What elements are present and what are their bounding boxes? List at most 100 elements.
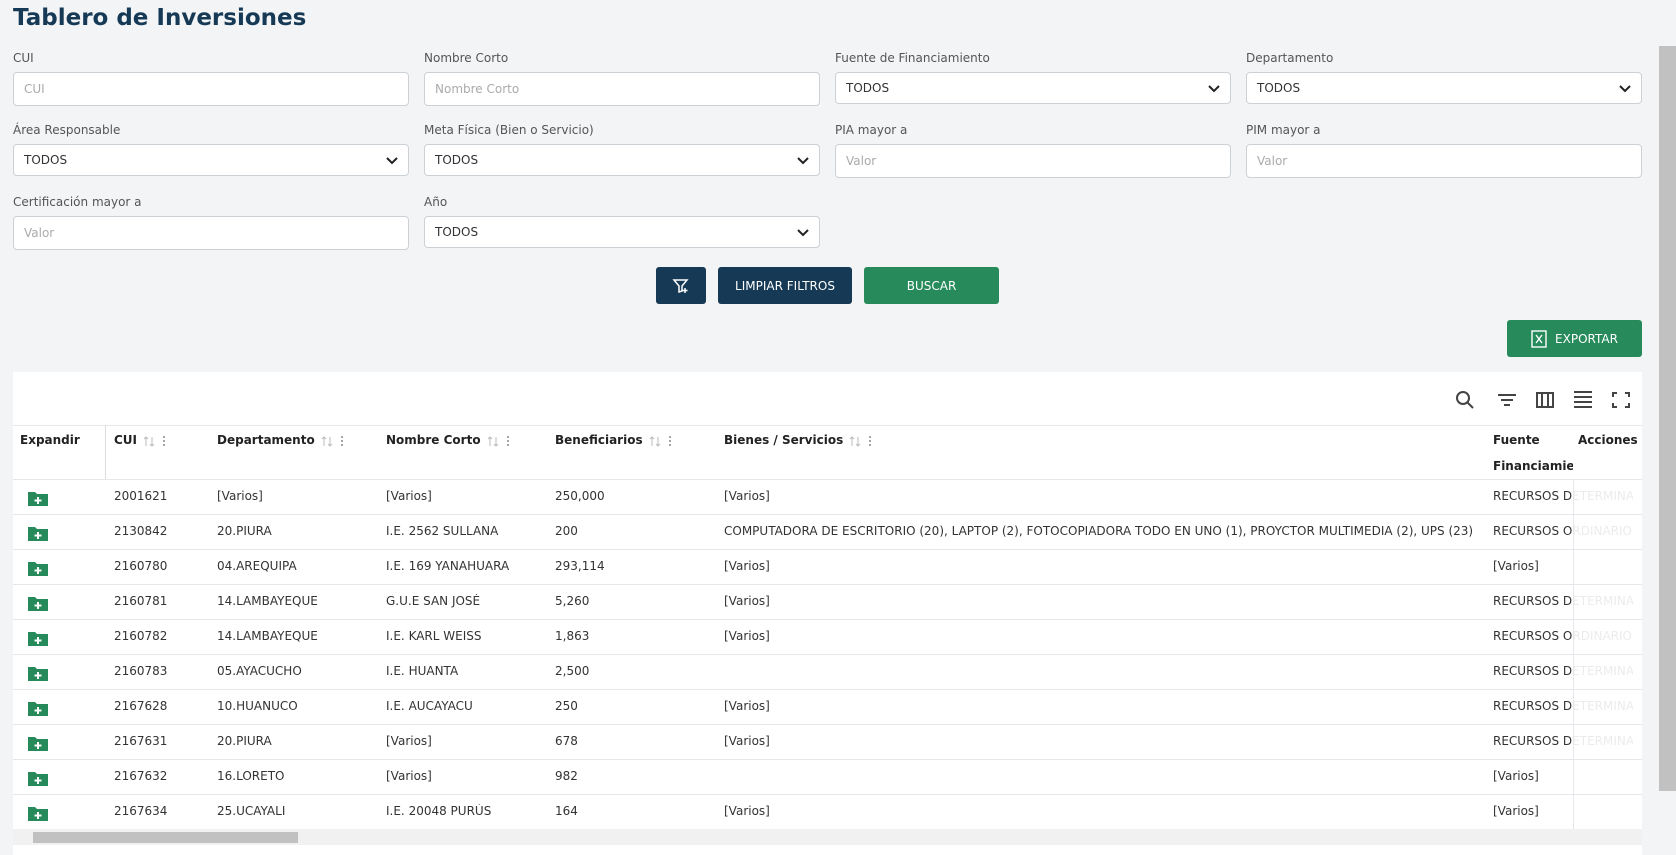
expand-button[interactable] [27,804,49,822]
actions-cell [1573,725,1642,759]
folder-plus-icon [28,562,48,576]
cell: [Varios] [724,629,770,643]
expand-button[interactable] [27,664,49,682]
expand-button[interactable] [27,629,49,647]
row-divider [13,724,1642,725]
cell: [Varios] [386,734,432,748]
folder-plus-icon [28,632,48,646]
text-input[interactable]: Valor [835,144,1231,178]
expand-button[interactable] [27,699,49,717]
h-scrollbar[interactable] [13,829,1642,845]
filter-button[interactable] [656,267,706,304]
cell: [Varios] [724,489,770,503]
chevron [1208,85,1220,93]
actions-cell [1573,515,1642,549]
expand-button[interactable] [27,594,49,612]
filter-label: CUI [13,51,34,65]
folder-plus-icon [28,772,48,786]
cell: [Varios] [724,734,770,748]
actions-cell [1573,795,1642,829]
header-text: Beneficiarios [555,433,643,447]
cell: 2160782 [114,629,168,643]
text-input[interactable]: Valor [13,216,409,250]
cell: 25.UCAYALI [217,804,286,818]
cell: G.U.E SAN JOSÉ [386,594,481,608]
sort-icons[interactable] [849,435,873,447]
actions-cell [1573,655,1642,689]
cell: 250 [555,699,578,713]
excel-icon [1531,329,1547,348]
header-text: Fuente Financiamiento [1493,433,1573,473]
cell: 5,260 [555,594,590,608]
sort-icons[interactable] [321,435,345,447]
table-card: Expandir CUI Departamento Nombre Corto Benef… [13,372,1642,855]
filter-label: PIM mayor a [1246,123,1321,137]
actions-cell [1573,760,1642,794]
select[interactable]: TODOS [835,72,1231,104]
v-scrollbar[interactable] [1659,46,1676,791]
cell: 678 [555,734,578,748]
chevron [1619,85,1631,93]
select-value: TODOS [435,153,479,167]
cell: 2160783 [114,664,168,678]
cell: I.E. HUANTA [386,664,459,678]
expand-button[interactable] [27,524,49,542]
chevron [386,157,398,165]
column-header: Acciones [1573,427,1642,479]
row-divider [13,514,1642,515]
cell: 20.PIURA [217,734,272,748]
text-input[interactable]: Nombre Corto [424,72,820,106]
sort-icons[interactable] [143,435,167,447]
column-header: Expandir [20,427,100,453]
clear-button[interactable]: LIMPIAR FILTROS [718,267,852,304]
cell: I.E. 20048 PURÚS [386,804,492,818]
placeholder: Nombre Corto [435,82,520,96]
row-divider [13,794,1642,795]
expand-button[interactable] [27,734,49,752]
column-header: CUI [114,427,204,453]
expand-button[interactable] [27,489,49,507]
row-divider [13,619,1642,620]
cell: COMPUTADORA DE ESCRITORIO (20), LAPTOP (… [724,524,1474,538]
filter-label: Meta Física (Bien o Servicio) [424,123,594,137]
search-button[interactable]: BUSCAR [864,267,999,304]
cell: 04.AREQUIPA [217,559,297,573]
scroll-thumb[interactable] [33,832,298,843]
select[interactable]: TODOS [424,144,820,176]
filter-label: Año [424,195,448,209]
text-input[interactable]: Valor [1246,144,1642,178]
sort-icons[interactable] [487,435,511,447]
select[interactable]: TODOS [424,216,820,248]
header-text: Acciones [1578,433,1638,447]
filter-label: Fuente de Financiamiento [835,51,990,65]
row-divider [13,654,1642,655]
chevron [797,157,809,165]
text-input[interactable]: CUI [13,72,409,106]
actions-cell [1573,690,1642,724]
cell: [Varios] [724,594,770,608]
select-value: TODOS [1257,81,1301,95]
cell: [Varios] [724,559,770,573]
cell: 2167631 [114,734,168,748]
table-toolbar [1456,391,1630,409]
export-button[interactable]: EXPORTAR [1507,320,1642,357]
cell: I.E. 169 YANAHUARA [386,559,510,573]
filter-label: Certificación mayor a [13,195,142,209]
cell: I.E. KARL WEISS [386,629,482,643]
cell: 10.HUANUCO [217,699,298,713]
cell: [Varios] [724,699,770,713]
cell: 16.LORETO [217,769,285,783]
select[interactable]: TODOS [13,144,409,176]
sort-icons[interactable] [649,435,673,447]
cell: [Varios] [217,489,263,503]
select-value: TODOS [846,81,890,95]
select[interactable]: TODOS [1246,72,1642,104]
cell: [Varios] [1493,769,1539,783]
filter-label: PIA mayor a [835,123,908,137]
expand-button[interactable] [27,769,49,787]
cell: [Varios] [386,489,432,503]
select-value: TODOS [24,153,68,167]
expand-button[interactable] [27,559,49,577]
row-divider [13,759,1642,760]
